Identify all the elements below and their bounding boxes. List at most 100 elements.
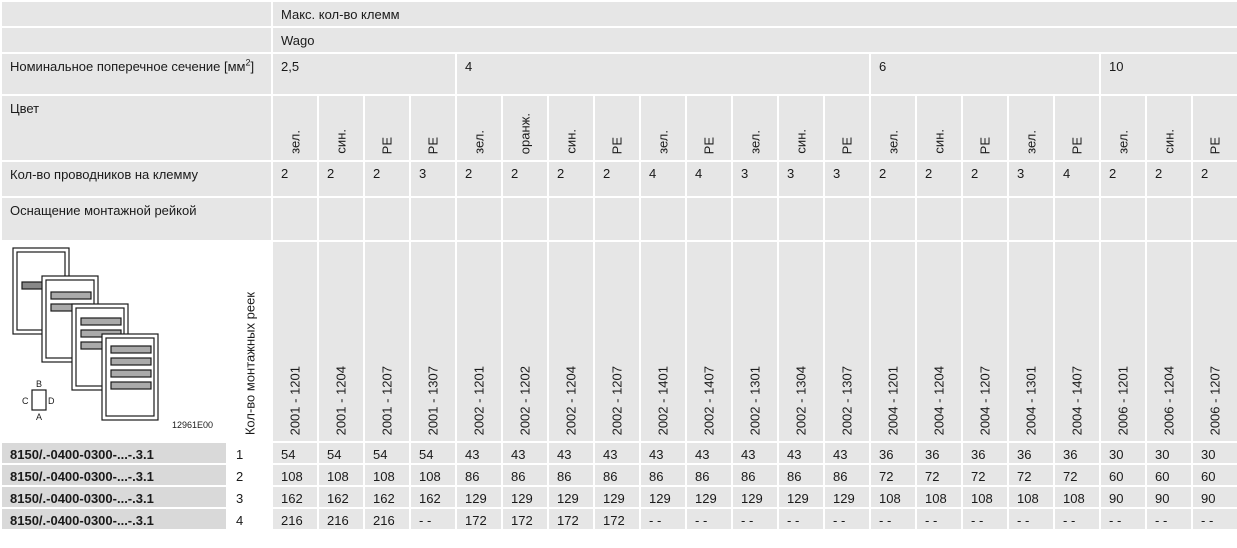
conductors-value: 4 xyxy=(685,160,733,198)
rail-equipment-cell xyxy=(271,196,319,242)
color-cell: зел. xyxy=(731,94,779,162)
terminal-count: 216 xyxy=(271,507,319,531)
enclosure-code: 8150/.-0400-0300-...-.3.1 xyxy=(0,485,228,509)
rail-equipment-cell xyxy=(639,196,687,242)
color-value: PE xyxy=(425,136,441,154)
cross-section-label: Номинальное поперечное сечение [мм2] xyxy=(0,52,273,96)
terminal-code: 2004 - 1207 xyxy=(977,365,993,435)
terminal-code-cell: 2006 - 1201 xyxy=(1099,240,1147,443)
dimension-a-label: A xyxy=(36,412,42,422)
rail-equipment-cell xyxy=(1007,196,1055,242)
dimension-b-label: B xyxy=(36,379,42,389)
rail-equipment-cell xyxy=(731,196,779,242)
terminal-count: 43 xyxy=(685,441,733,465)
terminal-count: - - xyxy=(1145,507,1193,531)
terminal-code: 2002 - 1307 xyxy=(839,365,855,435)
enclosure-code: 8150/.-0400-0300-...-.3.1 xyxy=(0,441,228,465)
terminal-code: 2002 - 1407 xyxy=(701,365,717,435)
terminal-count: 36 xyxy=(915,441,963,465)
terminal-code: 2004 - 1201 xyxy=(885,365,901,435)
terminal-code-cell: 2002 - 1207 xyxy=(593,240,641,443)
terminal-code: 2001 - 1201 xyxy=(287,365,303,435)
terminal-count: 43 xyxy=(501,441,549,465)
terminal-count: 86 xyxy=(455,463,503,487)
terminal-count: 72 xyxy=(961,463,1009,487)
terminal-count: 108 xyxy=(317,463,365,487)
terminal-count: 36 xyxy=(1053,441,1101,465)
conductors-value: 2 xyxy=(363,160,411,198)
terminal-count: 43 xyxy=(593,441,641,465)
terminal-count: - - xyxy=(869,507,917,531)
terminal-code: 2006 - 1204 xyxy=(1161,365,1177,435)
conductors-value: 3 xyxy=(731,160,779,198)
color-value: PE xyxy=(839,136,855,154)
terminal-count: 36 xyxy=(1007,441,1055,465)
terminal-count: 86 xyxy=(593,463,641,487)
terminal-code-cell: 2002 - 1301 xyxy=(731,240,779,443)
rails-count: 2 xyxy=(226,463,273,487)
terminal-code: 2004 - 1301 xyxy=(1023,365,1039,435)
rail-equipment-cell xyxy=(547,196,595,242)
color-label: Цвет xyxy=(0,94,273,162)
color-cell: зел. xyxy=(271,94,319,162)
terminal-count: 60 xyxy=(1099,463,1147,487)
terminal-count: 30 xyxy=(1190,441,1237,465)
color-cell: PE xyxy=(593,94,641,162)
terminal-count: 129 xyxy=(639,485,687,509)
conductors-value: 3 xyxy=(1007,160,1055,198)
terminal-count: 30 xyxy=(1099,441,1147,465)
terminal-code-cell: 2002 - 1201 xyxy=(455,240,503,443)
terminal-code: 2001 - 1204 xyxy=(333,365,349,435)
terminal-count: 86 xyxy=(823,463,871,487)
color-value: зел. xyxy=(747,130,763,154)
rail-equipment-cell xyxy=(823,196,871,242)
color-cell: оранж. xyxy=(501,94,549,162)
conductors-value: 2 xyxy=(1190,160,1237,198)
terminal-count: - - xyxy=(639,507,687,531)
rail-diagram: B C D A 12961E00 xyxy=(0,240,228,443)
terminal-code-cell: 2002 - 1204 xyxy=(547,240,595,443)
terminal-count: 54 xyxy=(363,441,411,465)
terminal-count: 43 xyxy=(639,441,687,465)
terminal-count: 108 xyxy=(363,463,411,487)
terminal-code-cell: 2001 - 1204 xyxy=(317,240,365,443)
terminal-count: - - xyxy=(685,507,733,531)
conductors-value: 2 xyxy=(547,160,595,198)
color-value: зел. xyxy=(1023,130,1039,154)
cross-section-value: 10 xyxy=(1098,52,1237,96)
rails-count-header: Кол-во монтажных реек xyxy=(226,240,273,443)
color-value: зел. xyxy=(655,130,671,154)
terminal-code: 2004 - 1407 xyxy=(1069,365,1085,435)
dimension-d-label: D xyxy=(48,396,55,406)
color-cell: PE xyxy=(1190,94,1237,162)
table-row: 8150/.-0400-0300-...-.3.1 2 108 108 108 108 86… xyxy=(0,463,1237,487)
terminal-count: 172 xyxy=(455,507,503,531)
rail-equipment-cell xyxy=(1190,196,1237,242)
terminal-count: 108 xyxy=(1053,485,1101,509)
terminal-code: 2002 - 1301 xyxy=(747,365,763,435)
table-row: 8150/.-0400-0300-...-.3.1 1 54 54 54 54 43 43 43… xyxy=(0,441,1237,465)
terminal-count: 129 xyxy=(593,485,641,509)
terminal-count: 172 xyxy=(547,507,595,531)
color-cell: зел. xyxy=(1099,94,1147,162)
terminal-count: 216 xyxy=(363,507,411,531)
terminal-count: 43 xyxy=(731,441,779,465)
cross-section-value: 2,5 xyxy=(271,52,457,96)
color-cell: PE xyxy=(409,94,457,162)
terminal-code: 2002 - 1204 xyxy=(563,365,579,435)
conductors-label: Кол-во проводников на клемму xyxy=(0,160,273,198)
color-cell: PE xyxy=(823,94,871,162)
terminal-code: 2001 - 1307 xyxy=(425,365,441,435)
rail-equipment-cell xyxy=(915,196,963,242)
terminal-count: 129 xyxy=(777,485,825,509)
terminal-code-cell: 2002 - 1307 xyxy=(823,240,871,443)
terminal-code: 2002 - 1207 xyxy=(609,365,625,435)
terminal-count: - - xyxy=(1007,507,1055,531)
rail-equipment-cell xyxy=(777,196,825,242)
terminal-code-cell: 2004 - 1407 xyxy=(1053,240,1101,443)
conductors-value: 3 xyxy=(409,160,457,198)
color-cell: син. xyxy=(777,94,825,162)
color-cell: PE xyxy=(1053,94,1101,162)
conductors-value: 3 xyxy=(777,160,825,198)
color-value: син. xyxy=(793,129,809,154)
